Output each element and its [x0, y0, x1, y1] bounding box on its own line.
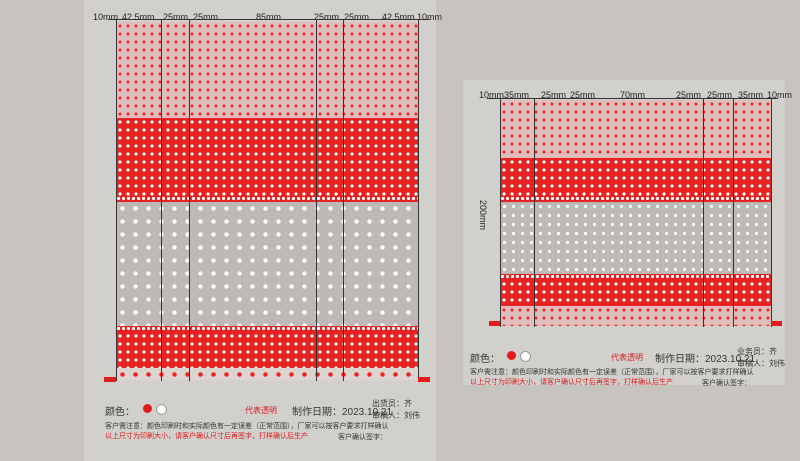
left-color-label: 颜色： — [105, 407, 135, 418]
left-top-dim-line — [108, 19, 430, 20]
right-guide-1 — [500, 98, 501, 327]
left-dim-5: 85mm — [256, 12, 282, 22]
left-dim-7: 25mm — [344, 12, 370, 22]
left-band-pink-bottom — [116, 368, 418, 380]
left-swatch-red — [143, 404, 152, 413]
left-date: 制作日期：2023.10.21 — [292, 407, 393, 418]
left-field-b: 审稿人：刘伟 — [372, 411, 420, 420]
left-marker-right — [418, 377, 430, 382]
right-top-dim-line — [487, 98, 778, 99]
right-band-gray — [500, 202, 771, 274]
right-field-a: 业务员：齐 — [737, 347, 777, 356]
right-swatch-white — [520, 351, 531, 362]
right-dim-9: 10mm — [767, 90, 793, 100]
left-guide-6 — [418, 19, 419, 381]
right-dim-6: 25mm — [676, 90, 702, 100]
left-dim-2: 42.5mm — [122, 12, 155, 22]
left-guide-5 — [343, 19, 344, 381]
right-dim-2: 35mm — [504, 90, 530, 100]
right-band-pink-top — [500, 100, 771, 158]
left-band-red-bottom — [116, 332, 418, 368]
left-lace-top — [116, 196, 418, 202]
right-rep-note: 代表透明 — [611, 353, 643, 362]
left-dim-8: 42.5mm — [382, 12, 415, 22]
right-band-pink-bottom — [500, 306, 771, 326]
right-marker-right — [771, 321, 782, 326]
left-guide-2 — [161, 19, 162, 381]
left-notes-1: 客户需注意：颜色印刷时和实际颜色有一定误差（正常范围），厂家可以按客户要求打样确… — [105, 423, 389, 430]
left-dim-3: 25mm — [163, 12, 189, 22]
right-guide-2 — [534, 98, 535, 327]
right-guide-3 — [703, 98, 704, 327]
right-date: 制作日期：2023.10.21 — [655, 354, 756, 365]
left-notes-2: 以上尺寸为印刷大小，请客户确认尺寸后再签字，打样确认后生产 — [105, 433, 308, 440]
right-guide-5 — [771, 98, 772, 327]
left-band-gray — [116, 202, 418, 326]
left-band-red-top — [116, 118, 418, 196]
left-guide-1 — [116, 19, 117, 381]
right-dim-8: 35mm — [738, 90, 764, 100]
left-dim-1: 10mm — [93, 12, 119, 22]
right-color-label: 颜色： — [470, 354, 500, 365]
left-dim-6: 25mm — [314, 12, 340, 22]
right-lace-top — [500, 196, 771, 202]
right-dim-1: 10mm — [479, 90, 505, 100]
left-footer: 客户确认签字： — [338, 434, 387, 441]
left-rep-note: 代表透明 — [245, 406, 277, 415]
right-swatch-red — [507, 351, 516, 360]
right-lace-bottom — [500, 274, 771, 280]
left-guide-4 — [316, 19, 317, 381]
right-marker-left — [489, 321, 500, 326]
right-dim-7: 25mm — [707, 90, 733, 100]
right-notes-2: 以上尺寸为印刷大小，请客户确认尺寸后再签字，打样确认后生产 — [470, 379, 673, 386]
right-dim-3: 25mm — [541, 90, 567, 100]
left-swatch-white — [156, 404, 167, 415]
left-dim-9: 10mm — [417, 12, 443, 22]
right-print-pattern — [500, 100, 771, 326]
right-dim-4: 25mm — [570, 90, 596, 100]
right-band-red-bottom — [500, 280, 771, 306]
left-marker-left — [104, 377, 116, 382]
left-band-pink-top — [116, 22, 418, 118]
left-field-a: 出货员：齐 — [372, 399, 412, 408]
right-footer: 客户确认签字： — [702, 380, 751, 387]
right-dim-side: 200mm — [478, 200, 488, 231]
right-field-b: 审稿人：刘伟 — [737, 359, 785, 368]
left-print-pattern — [116, 22, 418, 380]
left-dim-4: 25mm — [193, 12, 219, 22]
right-notes-1: 客户需注意：颜色印刷时和实际颜色有一定误差（正常范围），厂家可以按客户要求打样确… — [470, 369, 754, 376]
right-band-red-top — [500, 158, 771, 196]
left-guide-3 — [189, 19, 190, 381]
right-guide-4 — [733, 98, 734, 327]
right-dim-5: 70mm — [620, 90, 646, 100]
left-lace-bottom — [116, 326, 418, 332]
